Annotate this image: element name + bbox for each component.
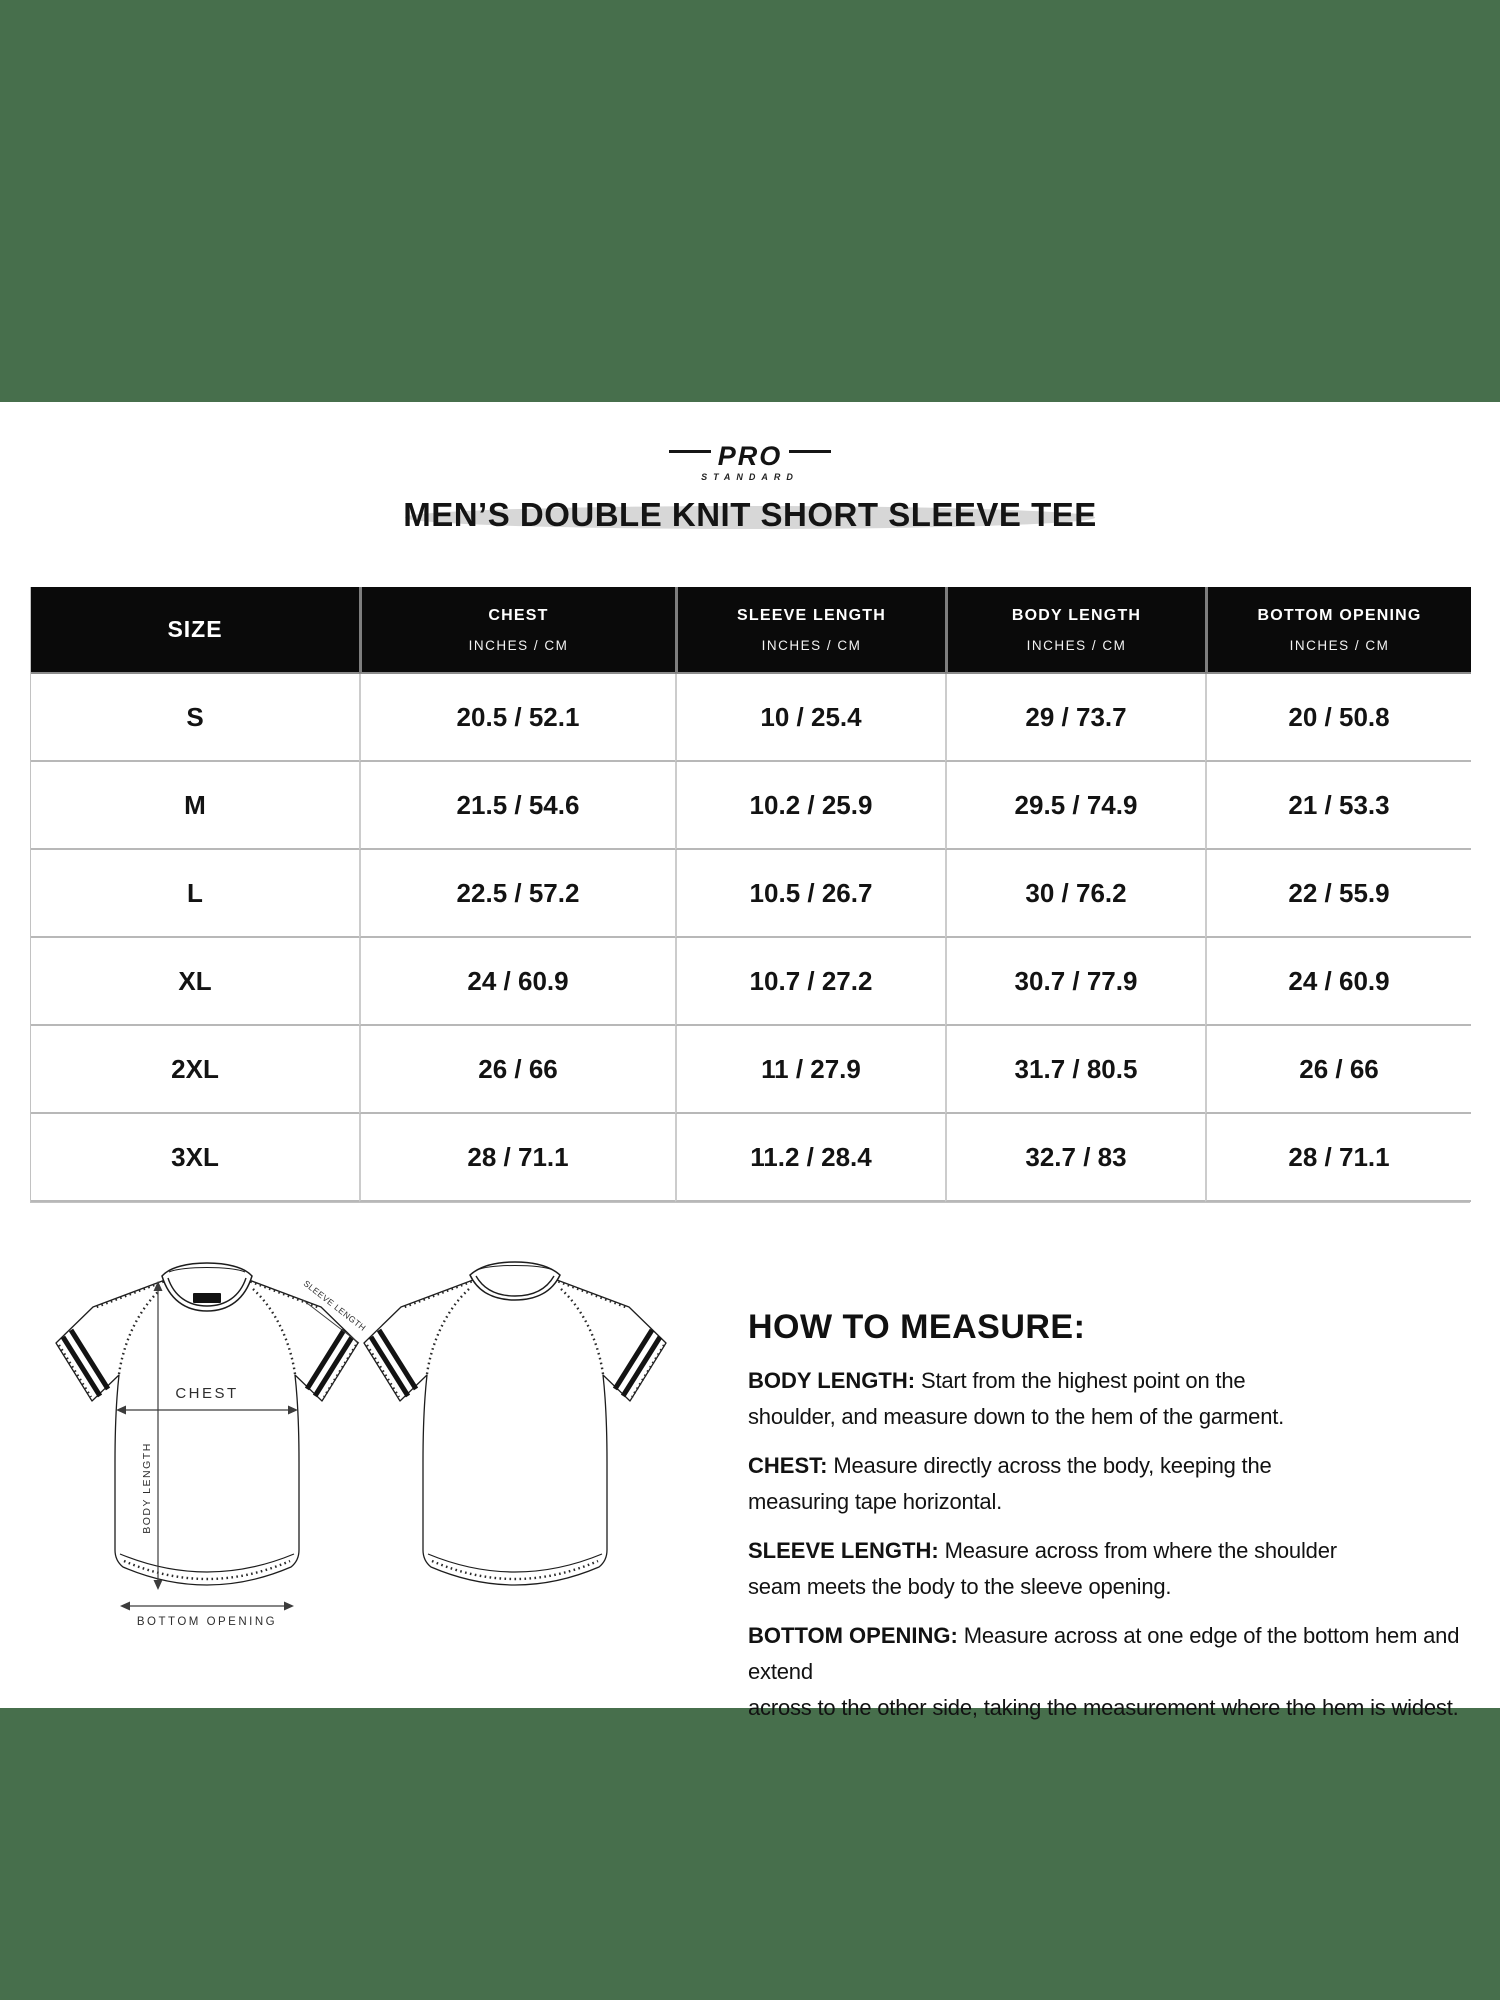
row-xl-chest-value: 24 / 60.9 (359, 938, 675, 1026)
row-m-sleeve-length-value: 10.2 / 25.9 (675, 762, 945, 850)
row-xl-bottom-opening-value: 24 / 60.9 (1205, 938, 1471, 1026)
row-2xl-body-length-value: 31.7 / 80.5 (945, 1026, 1205, 1114)
row-xl-sleeve-length-value: 10.7 / 27.2 (675, 938, 945, 1026)
ribbed-collar (161, 1262, 253, 1312)
row-3xl-bottom-opening-value: 28 / 71.1 (1205, 1114, 1471, 1202)
column-header-body-length-units: INCHES / CM (1026, 637, 1127, 653)
ribbed-collar-back (469, 1261, 561, 1301)
hem-inner-line (119, 1553, 295, 1573)
row-l-bottom-opening-value: 22 / 55.9 (1205, 850, 1471, 938)
measure-item-chest-label: CHEST: (748, 1453, 828, 1478)
tshirt-front-diagram: CHEST BODY LENGTH BOTTOM OPENING SLEEVE … (55, 1262, 368, 1628)
row-2xl-sleeve-length-value: 11 / 27.9 (675, 1026, 945, 1114)
bottom-green-band (0, 1708, 1500, 2000)
row-s-chest-value: 20.5 / 52.1 (359, 674, 675, 762)
row-s-bottom-opening-value: 20 / 50.8 (1205, 674, 1471, 762)
measure-item-bottom-opening-label: BOTTOM OPENING: (748, 1623, 958, 1648)
body-length-diagram-label: BODY LENGTH (141, 1442, 153, 1534)
row-2xl-chest-value: 26 / 66 (359, 1026, 675, 1114)
brand-logo-standard: STANDARD (701, 472, 799, 482)
measure-item-sleeve-length-label: SLEEVE LENGTH: (748, 1538, 939, 1563)
measure-item-sleeve-length: SLEEVE LENGTH: Measure across from where… (748, 1533, 1500, 1605)
column-header-sleeve-length-units: INCHES / CM (761, 637, 862, 653)
row-m-bottom-opening-value: 21 / 53.3 (1205, 762, 1471, 850)
hem-inner-line (427, 1553, 603, 1573)
how-to-measure-section: HOW TO MEASURE: BODY LENGTH: Start from … (748, 1308, 1500, 1739)
measure-item-body-length-text: Start from the highest point on the shou… (748, 1368, 1285, 1429)
column-header-body-length: BODY LENGTH INCHES / CM (945, 587, 1205, 674)
collar-brand-tag (193, 1293, 221, 1303)
sleeve-length-line (302, 1299, 360, 1344)
column-header-chest-label: CHEST (488, 606, 549, 624)
row-3xl-sleeve-length-value: 11.2 / 28.4 (675, 1114, 945, 1202)
column-header-bottom-opening-label: BOTTOM OPENING (1257, 606, 1422, 624)
row-l-chest-value: 22.5 / 57.2 (359, 850, 675, 938)
measure-item-sleeve-length-text: Measure across from where the shoulder s… (748, 1538, 1337, 1599)
column-header-chest-units: INCHES / CM (468, 637, 569, 653)
row-2xl-bottom-opening-value: 26 / 66 (1205, 1026, 1471, 1114)
row-s-sleeve-length-value: 10 / 25.4 (675, 674, 945, 762)
measure-item-bottom-opening-text: Measure across at one edge of the bottom… (748, 1623, 1460, 1720)
chest-diagram-label: CHEST (175, 1385, 238, 1402)
page-title: MEN’S DOUBLE KNIT SHORT SLEEVE TEE (403, 496, 1097, 533)
cuff-stripes (368, 1328, 663, 1398)
title-swoosh-decoration (405, 506, 1095, 529)
cuff-stripes (60, 1328, 355, 1398)
row-m-size-label: M (31, 762, 359, 850)
size-chart-table: SIZE CHEST INCHES / CM SLEEVE LENGTH INC… (30, 587, 1471, 1203)
bottom-opening-diagram-label: BOTTOM OPENING (137, 1616, 277, 1628)
column-header-chest: CHEST INCHES / CM (359, 587, 675, 674)
column-header-sleeve-length: SLEEVE LENGTH INCHES / CM (675, 587, 945, 674)
column-header-bottom-opening: BOTTOM OPENING INCHES / CM (1205, 587, 1471, 674)
column-header-bottom-opening-units: INCHES / CM (1289, 637, 1390, 653)
row-l-sleeve-length-value: 10.5 / 26.7 (675, 850, 945, 938)
row-l-size-label: L (31, 850, 359, 938)
row-l-body-length-value: 30 / 76.2 (945, 850, 1205, 938)
top-green-band (0, 0, 1500, 402)
row-m-chest-value: 21.5 / 54.6 (359, 762, 675, 850)
column-header-size: SIZE (31, 587, 359, 674)
row-xl-body-length-value: 30.7 / 77.9 (945, 938, 1205, 1026)
column-header-sleeve-length-label: SLEEVE LENGTH (737, 606, 886, 624)
how-to-measure-heading: HOW TO MEASURE: (748, 1308, 1086, 1346)
measure-item-body-length: BODY LENGTH: Start from the highest poin… (748, 1363, 1500, 1435)
row-m-body-length-value: 29.5 / 74.9 (945, 762, 1205, 850)
brand-logo: PRO STANDARD (0, 443, 1500, 482)
brand-logo-pro: PRO (662, 443, 839, 470)
row-s-size-label: S (31, 674, 359, 762)
measure-item-chest-text: Measure directly across the body, keepin… (748, 1453, 1272, 1514)
shirt-back-outline (363, 1276, 667, 1586)
arrowheads (116, 1281, 298, 1611)
row-3xl-body-length-value: 32.7 / 83 (945, 1114, 1205, 1202)
column-header-body-length-label: BODY LENGTH (1011, 606, 1142, 624)
measurement-lines (118, 1284, 360, 1607)
row-2xl-size-label: 2XL (31, 1026, 359, 1114)
column-header-size-label: SIZE (167, 616, 223, 642)
row-s-body-length-value: 29 / 73.7 (945, 674, 1205, 762)
row-xl-size-label: XL (31, 938, 359, 1026)
measure-item-body-length-label: BODY LENGTH: (748, 1368, 916, 1393)
shirt-front-outline (55, 1276, 359, 1586)
measure-item-chest: CHEST: Measure directly across the body,… (748, 1448, 1500, 1520)
measure-item-bottom-opening: BOTTOM OPENING: Measure across at one ed… (748, 1618, 1500, 1726)
row-3xl-chest-value: 28 / 71.1 (359, 1114, 675, 1202)
row-3xl-size-label: 3XL (31, 1114, 359, 1202)
tshirt-back-diagram (363, 1261, 667, 1586)
stitch-seams (365, 1276, 666, 1581)
